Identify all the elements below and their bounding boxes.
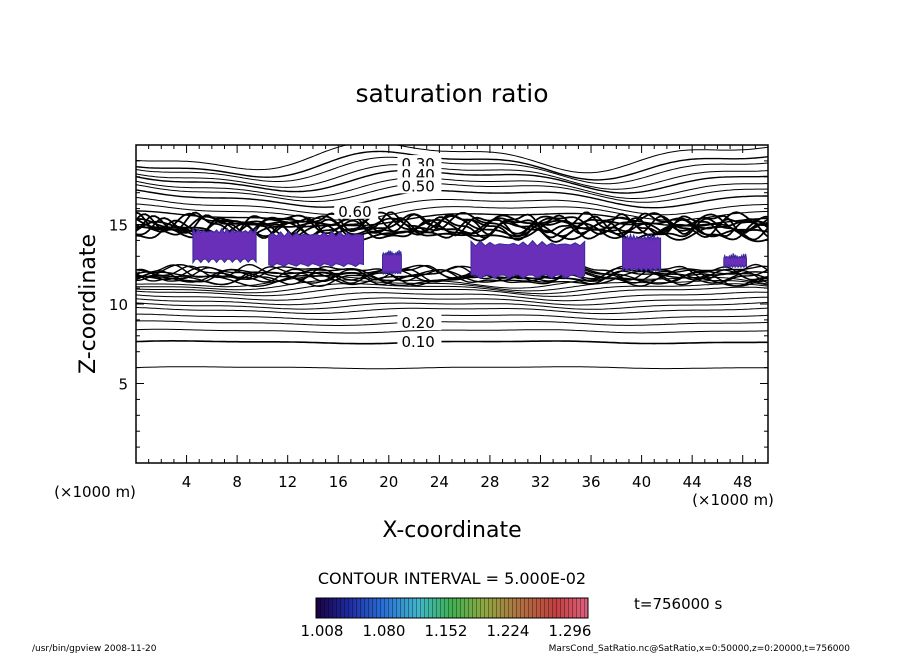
contour-line [136,164,768,190]
x-tick-label: 44 [683,473,702,491]
shaded-regions [192,227,747,280]
contour-line [136,177,768,199]
contour-line [136,340,768,345]
contour-line [136,313,768,320]
contour-line [136,268,768,286]
contour-line [136,150,768,181]
contour-line [136,215,768,239]
contour-lines [136,145,768,370]
contour-label-bg [397,333,442,350]
contour-line [136,296,768,306]
colorbar-labels: 1.008 1.080 1.152 1.224 1.296 [301,622,592,640]
contour-label-bg [397,177,442,194]
supersaturated-region [268,230,364,268]
colorbar-label: 1.224 [487,622,530,640]
contour-line [136,182,768,203]
contour-line [136,265,768,283]
x-tick-label: 36 [581,473,600,491]
z-tick-label: 10 [109,296,128,314]
x-axis: 4 8 12 16 20 24 28 32 36 40 44 48 [148,145,756,491]
z-axis: 5 10 15 [109,160,768,448]
contour-label: 0.60 [338,203,371,221]
contour-line [136,291,768,302]
x-tick-label: 32 [531,473,550,491]
x-tick-label: 8 [232,473,242,491]
x-tick-label: 12 [278,473,297,491]
x-tick-label: 28 [480,473,499,491]
contour-line [136,189,768,209]
contour-label: 0.10 [401,333,434,351]
footer-left: /usr/bin/gpview 2008-11-20 [32,644,157,654]
contour-label-bg [334,202,379,219]
supersaturated-region [470,239,586,280]
contour-line [136,169,768,194]
contour-line [136,306,768,315]
contour-line [136,263,768,281]
contour-label: 0.20 [401,314,434,332]
chart-title: saturation ratio [355,79,548,108]
time-label: t=756000 s [634,595,722,613]
contour-line [136,211,768,236]
z-axis-label: Z-coordinate [76,234,101,374]
contour-line [136,145,768,174]
supersaturated-region [723,253,747,270]
contour-interval: CONTOUR INTERVAL = 5.000E-02 [318,569,586,588]
contour-line [136,203,768,221]
colorbar-label: 1.296 [549,622,592,640]
contour-line [136,320,768,326]
x-tick-label: 16 [329,473,348,491]
colorbar-label: 1.008 [301,622,344,640]
supersaturated-region [382,249,402,276]
x-tick-label: 24 [430,473,449,491]
contour-label-bg [397,314,442,331]
contour-line [136,218,768,243]
supersaturated-region [622,232,662,273]
contour-line [136,197,768,216]
x-unit-left: (×1000 m) [54,483,136,501]
contour-line [136,279,768,292]
contour-line [136,366,768,370]
footer-right: MarsCond_SatRatio.nc@SatRatio,x=0:50000,… [549,644,851,654]
x-tick-label: 48 [733,473,752,491]
z-tick-label: 5 [118,376,128,394]
x-axis-label: X-coordinate [382,518,521,543]
supersaturated-region [192,227,257,265]
colorbar-label: 1.080 [363,622,406,640]
contour-label: 0.50 [401,177,434,195]
colorbar-stripes [316,598,588,618]
z-tick-label: 15 [109,217,128,235]
x-unit-right: (×1000 m) [692,491,774,509]
x-tick-label: 40 [632,473,651,491]
contour-line [136,156,768,185]
contour-line [136,302,768,310]
contour-line [136,328,768,334]
colorbar-label: 1.152 [425,622,468,640]
contour-level-labels: 0.100.200.300.400.500.60 [334,155,442,351]
x-tick-label: 4 [182,473,192,491]
contour-line [136,283,768,295]
contour-line [136,286,768,297]
x-tick-label: 20 [379,473,398,491]
